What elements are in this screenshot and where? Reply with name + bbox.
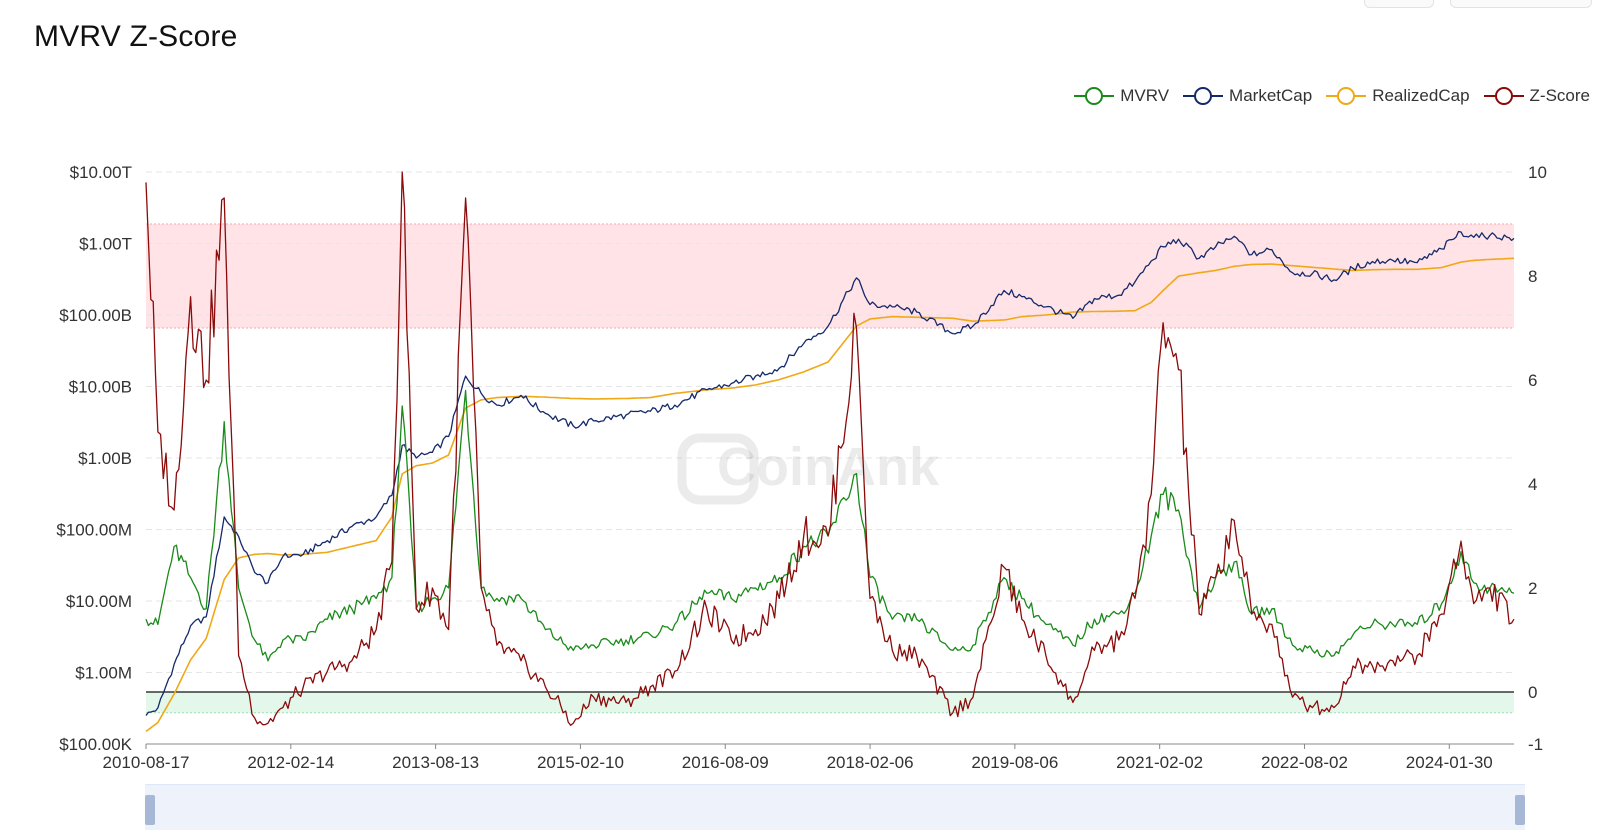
watermark-logo-icon	[677, 433, 759, 505]
legend-marker-icon	[1326, 86, 1367, 106]
y-right-tick-label: 6	[1528, 371, 1537, 390]
y-right-tick-label: 10	[1528, 163, 1547, 182]
zone-undervalued	[146, 692, 1514, 713]
series-line-realizedcap	[145, 257, 1515, 733]
legend-label-zscore: Z-Score	[1529, 86, 1590, 105]
legend-marker-icon	[1183, 86, 1224, 106]
y-left-tick-label: $10.00T	[70, 163, 132, 182]
x-tick-label: 2018-02-06	[827, 753, 914, 772]
legend-label-marketcap: MarketCap	[1229, 86, 1313, 105]
legend-item-realizedcap[interactable]: RealizedCap	[1326, 86, 1470, 106]
series-line-marketcap	[145, 230, 1515, 716]
x-tick-label: 2024-01-30	[1406, 753, 1493, 772]
page-title: MVRV Z-Score	[34, 20, 238, 53]
legend-circle-zscore	[1494, 87, 1513, 105]
legend-circle-mvrv	[1085, 87, 1104, 105]
slider-handle-left[interactable]	[145, 795, 155, 825]
legend-item-zscore[interactable]: Z-Score	[1483, 86, 1590, 106]
legend-label-mvrv: MVRV	[1120, 86, 1170, 105]
y-left-tick-label: $1.00B	[78, 449, 132, 468]
y-left-tick-label: $100.00B	[59, 306, 132, 325]
legend-item-marketcap[interactable]: MarketCap	[1183, 86, 1312, 106]
y-left-tick-label: $10.00B	[69, 378, 132, 397]
x-tick-label: 2012-02-14	[247, 753, 334, 772]
legend-marker-icon	[1483, 86, 1524, 106]
y-left-tick-label: $100.00M	[56, 521, 132, 540]
y-right-tick-label: -1	[1528, 735, 1543, 754]
x-tick-label: 2021-02-02	[1116, 753, 1203, 772]
chart-legend: MVRV MarketCap RealizedCap Z-Score	[1074, 86, 1590, 106]
chart-plot: $10.00T $1.00T $100.00B $10.00B $1.00B $100.0…	[56, 163, 1547, 772]
x-tick-label: 2022-08-02	[1261, 753, 1348, 772]
legend-label-realizedcap: RealizedCap	[1372, 86, 1470, 105]
zone-overvalued	[146, 224, 1514, 328]
y-left-tick-label: $1.00T	[79, 235, 132, 254]
x-tick-label: 2010-08-17	[103, 753, 190, 772]
x-tick-label: 2019-08-06	[971, 753, 1058, 772]
series-line-zscore	[145, 171, 1515, 726]
x-tick-label: 2013-08-13	[392, 753, 479, 772]
x-tick-label: 2016-08-09	[682, 753, 769, 772]
legend-circle-realizedcap	[1337, 87, 1356, 105]
legend-circle-marketcap	[1194, 87, 1213, 105]
y-right-tick-label: 4	[1528, 475, 1537, 494]
y-right-tick-label: 8	[1528, 267, 1537, 286]
y-left-tick-label: $100.00K	[59, 735, 132, 754]
legend-item-mvrv[interactable]: MVRV	[1074, 86, 1169, 106]
y-right-tick-label: 0	[1528, 683, 1537, 702]
x-tick-label: 2015-02-10	[537, 753, 624, 772]
y-left-tick-label: $1.00M	[75, 664, 132, 683]
y-left-tick-label: $10.00M	[66, 592, 132, 611]
top-tab-left[interactable]	[1364, 0, 1434, 8]
slider-handle-right[interactable]	[1515, 795, 1525, 825]
data-zoom-slider[interactable]	[145, 784, 1525, 830]
watermark-text: CoinAnk	[717, 437, 940, 497]
y-right-tick-label: 2	[1528, 579, 1537, 598]
legend-marker-icon	[1074, 86, 1115, 106]
top-tab-right[interactable]	[1450, 0, 1592, 8]
